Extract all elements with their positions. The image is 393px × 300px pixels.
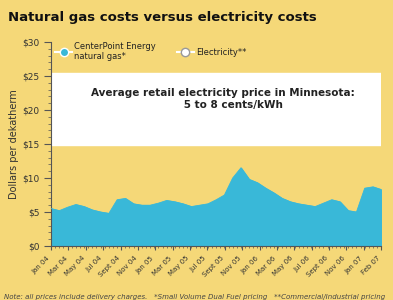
Text: Average retail electricity price in Minnesota:
      5 to 8 cents/kWh: Average retail electricity price in Minn… [91, 88, 354, 110]
Legend: CenterPoint Energy
natural gas*, Electricity**: CenterPoint Energy natural gas*, Electri… [55, 42, 246, 62]
Text: Natural gas costs versus electricity costs: Natural gas costs versus electricity cos… [8, 11, 317, 25]
Y-axis label: Dollars per dekatherm: Dollars per dekatherm [9, 89, 19, 199]
Bar [51, 73, 381, 146]
Text: Note: all prices include delivery charges.   *Small Volume Dual Fuel pricing   *: Note: all prices include delivery charge… [4, 294, 385, 300]
